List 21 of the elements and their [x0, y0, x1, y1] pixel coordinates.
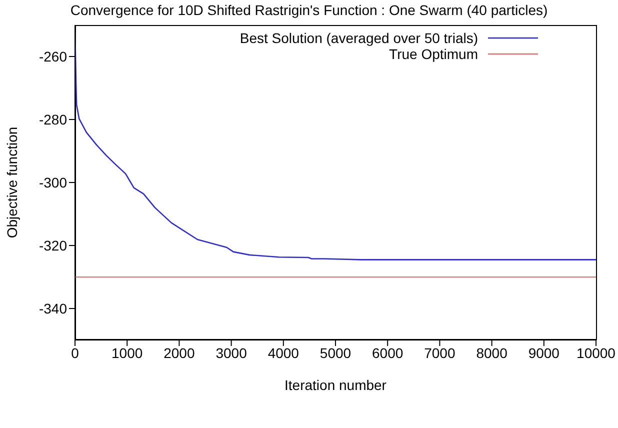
chart-title: Convergence for 10D Shifted Rastrigin's Function : One Swarm (40 particles) [69, 2, 549, 18]
x-tick-label: 3000 [216, 344, 248, 361]
y-tick-label: -260 [38, 48, 68, 64]
x-tick-label: 8000 [476, 344, 508, 361]
y-axis-title: Objective function [4, 126, 20, 238]
x-tick-label: 10000 [576, 344, 616, 361]
y-tick-label: -320 [38, 237, 68, 254]
x-tick-label: 4000 [268, 344, 300, 361]
x-axis-title: Iteration number [284, 377, 387, 393]
y-tick-label: -280 [38, 111, 68, 128]
legend-label: Best Solution (averaged over 50 trials) [240, 30, 478, 46]
x-tick-label: 2000 [164, 344, 195, 361]
x-tick-label: 1000 [112, 344, 143, 361]
x-tick-label: 5000 [320, 344, 352, 361]
x-tick-label: 9000 [528, 344, 560, 361]
y-tick-label: -340 [38, 300, 68, 316]
y-tick-label: -300 [38, 174, 68, 190]
x-tick-label: 7000 [424, 344, 456, 361]
x-tick-label: 0 [71, 344, 80, 361]
x-tick-label: 6000 [372, 344, 404, 361]
legend-label: True Optimum [389, 46, 478, 62]
